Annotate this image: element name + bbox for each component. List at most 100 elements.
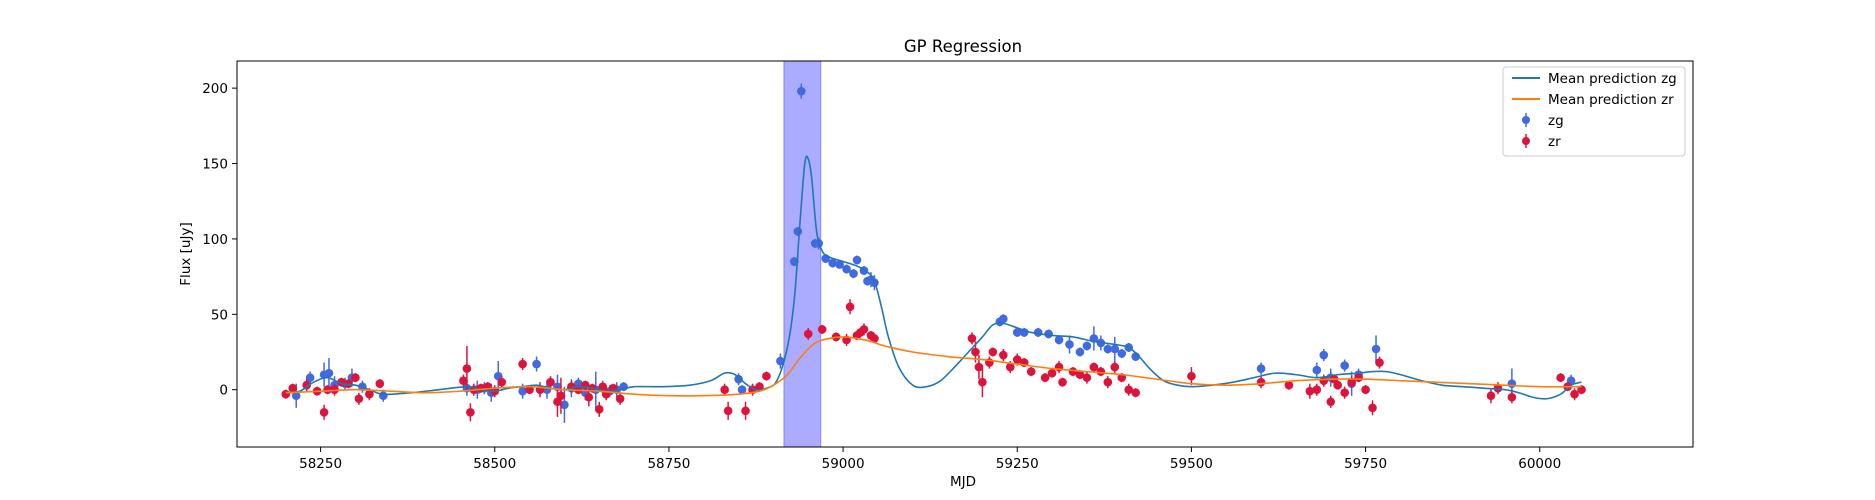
point-zr [1347, 377, 1356, 387]
point-zr [755, 382, 764, 391]
point-zr [720, 385, 729, 395]
point-zr [584, 392, 594, 402]
point-zg [1256, 364, 1266, 373]
point-zr [462, 364, 472, 373]
point-zr [845, 302, 855, 312]
point-zg [518, 386, 527, 396]
point-zg [796, 86, 806, 96]
point-zr [351, 373, 360, 382]
x-axis-label: MJD [950, 474, 976, 490]
legend-label-zr-line: Mean prediction zr [1548, 92, 1674, 108]
legend: Mean prediction zg Mean prediction zr zg… [1502, 66, 1686, 157]
point-zr [1333, 380, 1343, 390]
point-zr [870, 334, 879, 343]
point-zr [1096, 367, 1106, 376]
point-zr [859, 325, 869, 334]
point-zr [302, 380, 311, 390]
point-zg [793, 227, 803, 236]
point-zg [835, 260, 844, 269]
point-zr [518, 359, 527, 369]
line-mean-prediction-zr [285, 336, 1582, 397]
point-zr [1570, 389, 1579, 399]
point-zr [556, 391, 566, 401]
point-zr [1486, 391, 1496, 401]
point-zr [978, 377, 987, 387]
point-zg [842, 264, 851, 274]
point-zg [849, 269, 858, 278]
point-zg [1340, 361, 1349, 370]
point-zr [1040, 373, 1050, 382]
point-zr [344, 379, 353, 388]
x-axis: 58250 58500 58750 59000 59250 59500 59750 60000 [299, 447, 1561, 472]
point-zr [1312, 385, 1322, 395]
x-tick-label: 58750 [647, 456, 690, 472]
point-zg [532, 359, 541, 369]
point-zr [1082, 373, 1092, 382]
legend-frame [1502, 66, 1686, 157]
point-zr [1577, 385, 1586, 395]
point-zr [1368, 403, 1377, 413]
highlight-span [783, 60, 822, 448]
point-zr [1089, 362, 1099, 372]
x-tick-label: 60000 [1518, 456, 1561, 472]
axes-frame [236, 60, 1694, 448]
point-zr [1507, 392, 1517, 402]
point-zr [615, 394, 625, 404]
point-zg [1082, 341, 1092, 351]
point-zr [762, 371, 771, 381]
point-zg [776, 356, 785, 366]
x-tick-label: 59750 [1344, 456, 1387, 472]
point-zr [594, 405, 604, 414]
point-zg [1319, 350, 1329, 360]
point-zr [1556, 373, 1565, 382]
point-zr [1361, 385, 1370, 395]
point-zr [723, 406, 733, 416]
point-zr [974, 362, 984, 372]
point-zr [971, 347, 980, 357]
legend-marker-zr [1522, 137, 1530, 145]
y-tick-label: 100 [202, 232, 228, 248]
legend-marker-zg [1522, 116, 1530, 124]
point-zg [1103, 344, 1113, 354]
point-zr [1075, 370, 1085, 379]
x-tick-label: 59500 [1170, 456, 1213, 472]
x-tick-label: 58250 [299, 456, 342, 472]
point-zg [1065, 340, 1074, 349]
point-zr [967, 334, 977, 343]
point-zg [999, 314, 1008, 324]
point-zg [1371, 344, 1381, 354]
point-zr [1187, 371, 1196, 381]
point-zr [1012, 355, 1022, 364]
point-zr [1305, 386, 1315, 396]
point-zr [365, 389, 374, 399]
point-zr [354, 394, 364, 404]
point-zr [1256, 377, 1266, 387]
point-zg [378, 391, 388, 401]
point-zr [999, 350, 1008, 360]
x-tick-label: 58500 [473, 456, 516, 472]
point-zg [305, 373, 315, 382]
point-zr [319, 408, 329, 417]
point-zr [1131, 388, 1140, 398]
point-zr [466, 408, 475, 417]
legend-label-zg-line: Mean prediction zg [1548, 71, 1677, 87]
point-zg [734, 374, 743, 384]
point-zr [1354, 373, 1363, 382]
point-zr [1047, 368, 1057, 378]
point-zg [828, 258, 837, 268]
point-zr [1340, 388, 1349, 398]
point-zg [1507, 379, 1517, 388]
point-zr [1058, 377, 1067, 387]
point-zr [375, 379, 385, 388]
y-tick-label: 200 [202, 81, 228, 97]
plot-area [281, 60, 1586, 448]
point-zr [1284, 380, 1294, 390]
point-zg [1054, 335, 1064, 345]
y-tick-label: 150 [202, 157, 228, 173]
point-zg [560, 400, 569, 410]
point-zr [1326, 397, 1336, 407]
chart-title: GP Regression [904, 37, 1022, 56]
legend-label-zg: zg [1548, 113, 1564, 129]
point-zr [1103, 377, 1113, 387]
y-tick-label: 50 [211, 307, 228, 323]
